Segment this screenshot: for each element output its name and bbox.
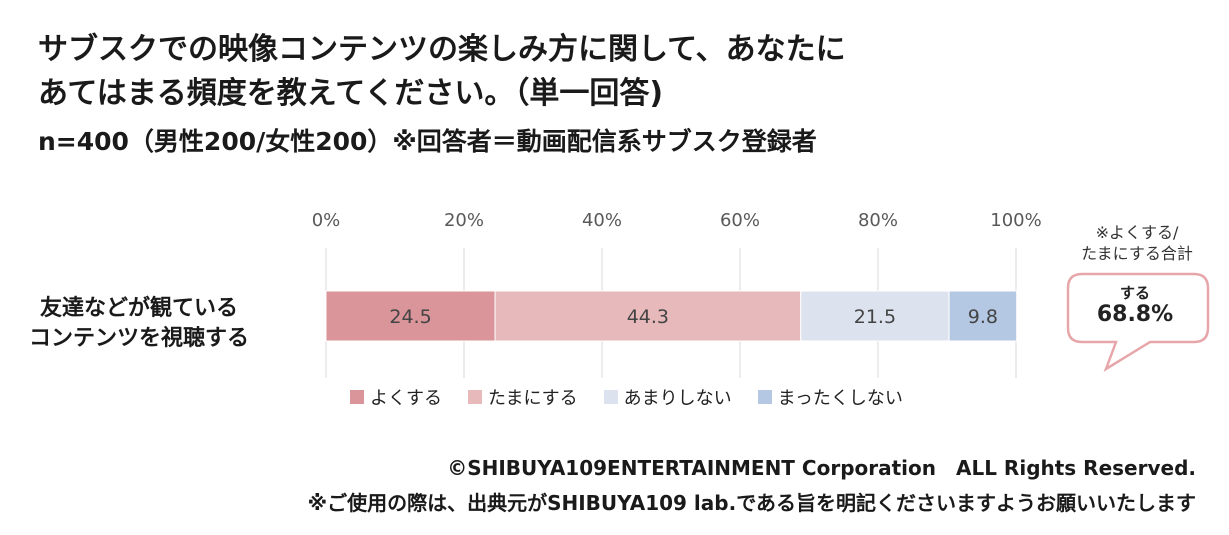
legend-swatch bbox=[350, 390, 364, 404]
legend-item: まったくしない bbox=[757, 384, 903, 410]
data-label: 21.5 bbox=[854, 306, 896, 328]
callout-bubble-shape bbox=[1066, 272, 1210, 372]
legend-item: あまりしない bbox=[603, 384, 732, 410]
callout-note: ※よくする/ たまにする合計 bbox=[1062, 222, 1212, 264]
data-label: 24.5 bbox=[389, 306, 431, 328]
bar-segment bbox=[325, 290, 496, 342]
legend-item: たまにする bbox=[468, 384, 578, 410]
callout-bubble bbox=[1066, 272, 1210, 372]
data-label: 9.8 bbox=[968, 306, 998, 328]
copyright-text: ©SHIBUYA109ENTERTAINMENT Corporation ALL… bbox=[447, 456, 1196, 480]
legend-swatch bbox=[757, 390, 772, 404]
bar-segments: 24.5 44.3 21.5 9.8 bbox=[325, 290, 1018, 342]
bar-segment bbox=[800, 290, 950, 342]
chart-subtitle: n=400（男性200/女性200）※回答者＝動画配信系サブスク登録者 bbox=[38, 127, 817, 156]
chart-legend: よくする たまにする あまりしない まったくしない bbox=[350, 384, 903, 410]
x-tick-label: 20% bbox=[444, 210, 484, 231]
chart-title-line1: サブスクでの映像コンテンツの楽しみ方に関して、あなたに bbox=[38, 32, 846, 67]
legend-label: まったくしない bbox=[777, 388, 903, 409]
legend-label: よくする bbox=[370, 388, 442, 409]
data-label: 44.3 bbox=[627, 306, 669, 328]
callout-note-line1: ※よくする/ bbox=[1095, 223, 1179, 242]
legend-swatch bbox=[468, 390, 482, 404]
x-tick-label: 60% bbox=[720, 210, 760, 231]
callout-note-line2: たまにする合計 bbox=[1081, 244, 1193, 263]
x-tick-labels: 0% 20% 40% 60% 80% 100% bbox=[312, 210, 1042, 231]
legend-label: たまにする bbox=[488, 388, 578, 409]
category-label-line2: コンテンツを視聴する bbox=[28, 326, 249, 351]
chart-title: サブスクでの映像コンテンツの楽しみ方に関して、あなたに あてはまる頻度を教えてく… bbox=[38, 28, 846, 116]
x-tick-label: 40% bbox=[582, 210, 622, 231]
category-label: 友達などが観ている コンテンツを視聴する bbox=[8, 294, 270, 354]
callout-label: する bbox=[1119, 284, 1150, 302]
bar-segment bbox=[494, 290, 802, 342]
x-tick-label: 80% bbox=[858, 210, 898, 231]
callout-value: 68.8% bbox=[1096, 302, 1174, 327]
bar-segment bbox=[948, 290, 1018, 342]
category-label-line1: 友達などが観ている bbox=[39, 296, 238, 321]
legend-label: あまりしない bbox=[623, 388, 732, 409]
chart-title-line2: あてはまる頻度を教えてください。（単一回答) bbox=[38, 76, 664, 111]
legend-item: よくする bbox=[350, 384, 442, 410]
legend-swatch bbox=[603, 390, 618, 404]
x-tick-label: 100% bbox=[990, 210, 1041, 231]
usage-notice: ※ご使用の際は、出典元がSHIBUYA109 lab.である旨を明記くださいます… bbox=[307, 491, 1196, 515]
x-tick-label: 0% bbox=[312, 210, 341, 231]
